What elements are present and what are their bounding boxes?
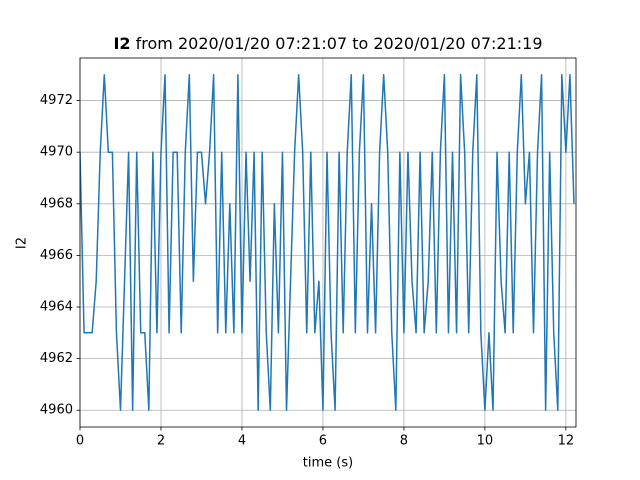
x-tick-label: 2 [157, 434, 165, 449]
x-tick-label: 6 [319, 434, 327, 449]
plot-frame [79, 57, 577, 428]
x-tick-label: 10 [477, 434, 494, 449]
x-tick-label: 12 [558, 434, 575, 449]
y-tick-label: 4964 [40, 300, 73, 315]
title-bold: I2 [113, 34, 130, 53]
x-tick-label: 0 [76, 434, 84, 449]
y-tick-label: 4968 [40, 196, 73, 211]
y-tick-label: 4970 [40, 145, 73, 160]
x-tick-label: 8 [400, 434, 408, 449]
y-tick-label: 4972 [40, 93, 73, 108]
title-rest: from 2020/01/20 07:21:07 to 2020/01/20 0… [136, 34, 543, 53]
y-tick-label: 4966 [40, 248, 73, 263]
chart-title: I2 from 2020/01/20 07:21:07 to 2020/01/2… [113, 34, 542, 53]
x-axis-label: time (s) [303, 456, 353, 471]
y-tick-label: 4960 [40, 403, 73, 418]
x-tick-label: 4 [238, 434, 246, 449]
data-line [80, 74, 575, 411]
y-tick-label: 4962 [40, 351, 73, 366]
y-axis-label: I2 [15, 237, 30, 249]
